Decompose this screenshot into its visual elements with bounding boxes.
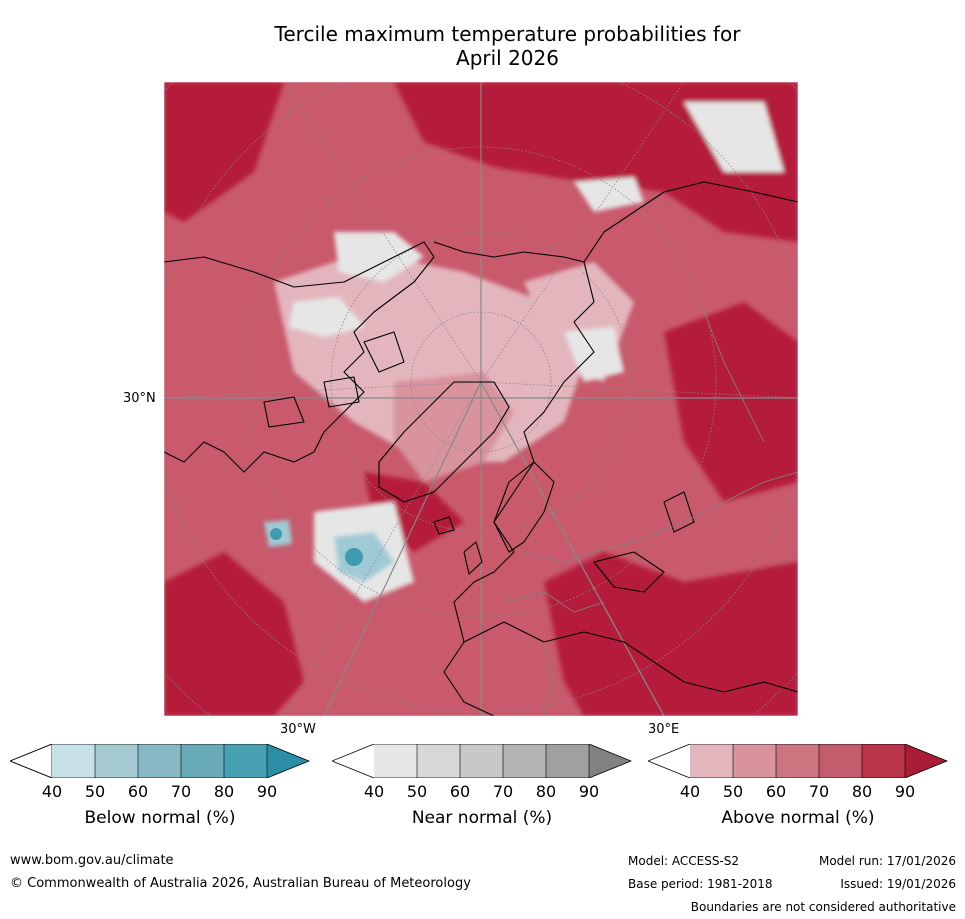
border-2 — [503, 591, 605, 613]
map-title: Tercile maximum temperature probabilitie… — [160, 22, 855, 70]
coast-greenland — [378, 381, 510, 503]
colorbar-near-80-90 — [546, 744, 589, 778]
colorbar-below-40-50 — [52, 744, 95, 778]
colorbar-above-80-90 — [862, 744, 905, 778]
tick: 50 — [406, 782, 428, 801]
colorbar-below-over — [267, 744, 309, 778]
colorbar-above-svg — [648, 744, 948, 778]
field-near-chukchi — [574, 177, 644, 212]
colorbar-near-70-80 — [503, 744, 546, 778]
colorbar-above-label: Above normal (%) — [721, 808, 875, 828]
probability-map — [163, 81, 799, 717]
tick: 70 — [170, 782, 192, 801]
issued-date: Issued: 19/01/2026 — [840, 877, 956, 891]
model-name: Model: ACCESS-S2 — [628, 854, 740, 868]
colorbar-below-60-70 — [138, 744, 181, 778]
tick: 80 — [851, 782, 873, 801]
colorbar-above-50-60 — [733, 744, 776, 778]
tick: 40 — [41, 782, 63, 801]
tick: 90 — [256, 782, 278, 801]
colorbar-above-over — [905, 744, 947, 778]
reference-meridians — [164, 82, 798, 716]
colorbar-above — [648, 744, 948, 778]
label-lat-30n: 30°N — [123, 391, 156, 406]
colorbar-below-50-60 — [95, 744, 138, 778]
colorbar-below-under — [10, 744, 53, 778]
coast-caspian — [663, 491, 695, 533]
border-1 — [523, 471, 798, 563]
map-canvas — [163, 81, 799, 717]
colorbar-below-svg — [10, 744, 310, 778]
tick: 60 — [449, 782, 471, 801]
website-link[interactable]: www.bom.gov.au/climate — [10, 853, 174, 868]
tick: 50 — [722, 782, 744, 801]
tick: 80 — [213, 782, 235, 801]
border-4 — [543, 641, 555, 716]
title-line-2: April 2026 — [456, 46, 559, 70]
coastlines — [164, 181, 798, 716]
tick: 40 — [363, 782, 385, 801]
coast-island-1 — [363, 331, 405, 373]
colorbar-near-50-60 — [417, 744, 460, 778]
tick: 60 — [127, 782, 149, 801]
coast-mediterranean — [463, 621, 798, 693]
colorbar-above-60-70 — [776, 744, 819, 778]
coast-black-sea — [593, 551, 665, 593]
tick: 80 — [535, 782, 557, 801]
colorbar-above-70-80 — [819, 744, 862, 778]
tick: 70 — [492, 782, 514, 801]
colorbar-near-60-70 — [460, 744, 503, 778]
title-line-1: Tercile maximum temperature probabilitie… — [274, 22, 741, 46]
label-lon-30w: 30°W — [280, 722, 316, 737]
base-period: Base period: 1981-2018 — [628, 877, 773, 891]
coast-uk — [463, 541, 483, 575]
tick: 90 — [578, 782, 600, 801]
colorbar-near — [332, 744, 632, 778]
colorbar-near-over — [589, 744, 631, 778]
colorbar-below-70-80 — [181, 744, 224, 778]
colorbar-above-40-50 — [690, 744, 733, 778]
colorbar-near-label: Near normal (%) — [411, 808, 553, 828]
field-near-beaufort — [334, 232, 424, 282]
tick: 40 — [679, 782, 701, 801]
field-below-atlantic-core — [345, 548, 363, 566]
colorbar-near-40-50 — [374, 744, 417, 778]
field-below-atlantic — [334, 532, 394, 582]
field-atlantic-dark — [164, 552, 304, 716]
field-near-pacific — [684, 102, 784, 172]
field-siberia-dark — [664, 302, 798, 502]
colorbar-below-80-90 — [224, 744, 267, 778]
field-greenland-mid — [394, 372, 514, 482]
copyright: © Commonwealth of Australia 2026, Austra… — [10, 876, 471, 891]
border-3 — [703, 311, 765, 443]
colorbar-below-label: Below normal (%) — [84, 808, 236, 828]
coast-europe — [443, 261, 595, 716]
colorbar-below — [10, 744, 310, 778]
coast-scandinavia — [493, 461, 555, 553]
tick: 90 — [894, 782, 916, 801]
coast-island-3 — [263, 396, 305, 428]
field-below-west-core — [270, 528, 282, 540]
coast-iceland — [433, 516, 455, 535]
model-run: Model run: 17/01/2026 — [818, 854, 956, 868]
coast-island-2 — [323, 376, 360, 408]
coast-siberia — [433, 181, 798, 263]
colorbar-near-under — [332, 744, 374, 778]
coast-north-america — [164, 241, 435, 473]
field-pacific-dark — [164, 82, 284, 222]
tick: 70 — [808, 782, 830, 801]
label-lon-30e: 30°E — [648, 722, 680, 737]
field-near-canada — [289, 297, 364, 337]
tick: 50 — [84, 782, 106, 801]
tick: 60 — [765, 782, 787, 801]
field-near-siberia — [564, 327, 624, 382]
country-borders — [503, 311, 798, 716]
colorbar-near-svg — [332, 744, 632, 778]
colorbar-above-under — [648, 744, 690, 778]
disclaimer: Boundaries are not considered authoritat… — [690, 900, 956, 914]
